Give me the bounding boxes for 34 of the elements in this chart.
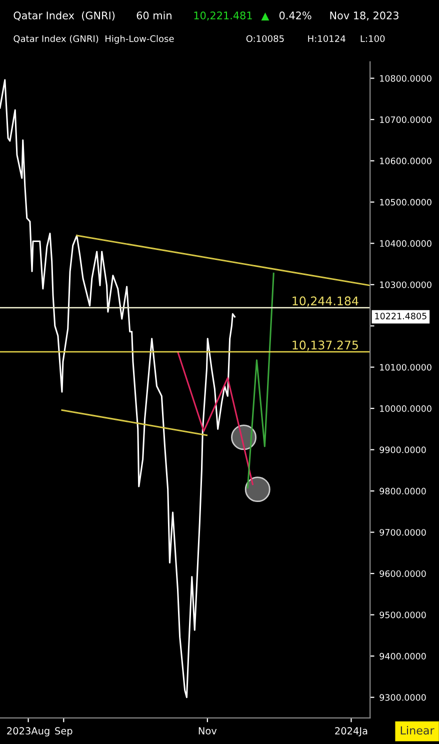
y-tick-label: 10700.0000 — [380, 116, 432, 123]
text: 60 min — [136, 11, 172, 20]
x-tick-label: Nov — [198, 727, 217, 735]
y-tick-label: 9800.0000 — [380, 488, 426, 494]
text: L:100 — [360, 35, 385, 42]
y-tick-label: 9700.0000 — [380, 529, 426, 536]
y-tick-label: 10800.0000 — [380, 75, 432, 82]
ref-line-label: 10,244.184 — [292, 296, 358, 307]
y-tick-label: 10400.0000 — [380, 240, 432, 247]
text: 10,221.481 — [194, 12, 252, 20]
y-tick-label: 9600.0000 — [380, 570, 426, 577]
x-tick-label: 2023Aug — [7, 727, 50, 736]
text: ▲ — [261, 12, 270, 21]
y-tick-label: 10300.0000 — [380, 281, 432, 288]
text: Nov 18, 2023 — [330, 12, 398, 20]
text: Linear — [400, 726, 434, 735]
text: Qatar Index (GNRI) High-Low-Close — [14, 35, 174, 44]
x-tick-label: Sep — [55, 727, 72, 736]
y-tick-label: 9300.0000 — [380, 694, 426, 701]
y-tick-label: 10600.0000 — [380, 158, 432, 164]
y-tick-label: 10500.0000 — [380, 198, 432, 206]
x-tick-label: 2024Ja — [335, 727, 368, 736]
chart-title: Qatar Index (GNRI) — [14, 11, 115, 21]
y-tick-label: 10000.0000 — [380, 405, 432, 412]
text: O:10085 — [246, 35, 284, 42]
ref-line-label: 10,137.275 — [292, 340, 358, 351]
y-tick-label: 9900.0000 — [380, 446, 426, 454]
line-series — [0, 79, 236, 698]
y-tick-label: 9400.0000 — [380, 652, 426, 660]
text: H:10124 — [308, 35, 346, 42]
text: 10221.4805 — [375, 312, 426, 320]
y-tick-label: 9500.0000 — [380, 612, 426, 618]
text: 0.42% — [279, 12, 312, 20]
y-tick-label: 10100.0000 — [380, 364, 432, 371]
